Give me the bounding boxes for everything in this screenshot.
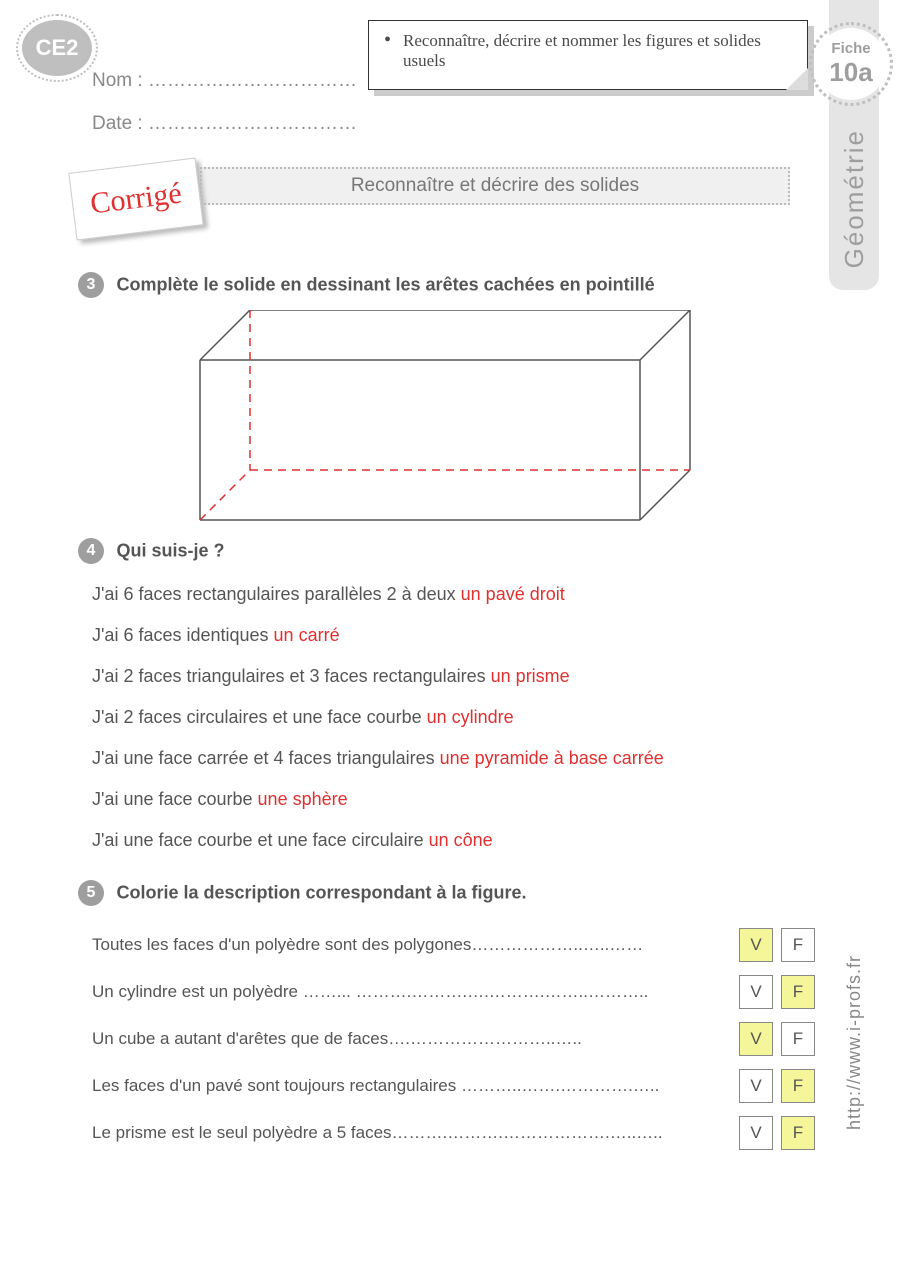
corrige-tag: Corrigé [68,157,203,240]
riddle-question: J'ai 2 faces triangulaires et 3 faces re… [92,666,491,686]
box-corner-fold [786,68,808,90]
subject-label: Géométrie [839,129,870,268]
vf-false-box: F [781,975,815,1009]
question-title: Colorie la description correspondant à l… [116,883,526,903]
riddle-question: J'ai 6 faces identiques [92,625,274,645]
vf-true-box: V [739,1069,773,1103]
riddle-question: J'ai une face courbe et une face circula… [92,830,429,850]
riddle-answer: un carré [274,625,340,645]
vf-row: Un cube a autant d'arêtes que de faces….… [92,1022,815,1056]
question-3-header: 3 Complète le solide en dessinant les ar… [78,272,865,298]
riddle-answer: une pyramide à base carrée [440,748,664,768]
vf-statement: Un cube a autant d'arêtes que de faces….… [92,1029,729,1049]
riddle-item: J'ai une face carrée et 4 faces triangul… [92,738,664,779]
vf-boxes: VF [739,1116,815,1150]
vf-false-box: F [781,928,815,962]
date-field: Date : …………………………… [92,113,357,135]
name-field: Nom : …………………………… [92,70,357,92]
vf-statement: Toutes les faces d'un polyèdre sont des … [92,935,729,955]
riddle-list: J'ai 6 faces rectangulaires parallèles 2… [92,574,664,861]
riddle-question: J'ai une face courbe [92,789,258,809]
riddle-question: J'ai une face carrée et 4 faces triangul… [92,748,440,768]
question-title: Complète le solide en dessinant les arêt… [116,275,654,295]
riddle-answer: un pavé droit [461,584,565,604]
grade-badge: CE2 [22,20,92,76]
fiche-number: 10a [829,57,872,88]
fiche-label: Fiche [831,40,870,57]
riddle-item: J'ai 2 faces circulaires et une face cou… [92,697,664,738]
vf-row: Le prisme est le seul polyèdre a 5 faces… [92,1116,815,1150]
objective-box: Reconnaître, décrire et nommer les figur… [368,20,808,90]
riddle-item: J'ai une face courbe et une face circula… [92,820,664,861]
vf-boxes: VF [739,1022,815,1056]
vf-statement: Le prisme est le seul polyèdre a 5 faces… [92,1123,729,1143]
riddle-question: J'ai 2 faces circulaires et une face cou… [92,707,427,727]
vf-boxes: VF [739,928,815,962]
vf-statement: Un cylindre est un polyèdre ……... ……….……… [92,982,729,1002]
vf-true-box: V [739,1116,773,1150]
riddle-answer: un cylindre [427,707,514,727]
cuboid-diagram [190,310,710,530]
riddle-item: J'ai une face courbe une sphère [92,779,664,820]
riddle-answer: un cône [429,830,493,850]
objective-text: Reconnaître, décrire et nommer les figur… [403,31,761,70]
worksheet-title: Reconnaître et décrire des solides [200,167,790,205]
vf-false-box: F [781,1022,815,1056]
question-4-header: 4 Qui suis-je ? [78,538,865,564]
vf-true-box: V [739,928,773,962]
vf-false-box: F [781,1116,815,1150]
vf-boxes: VF [739,975,815,1009]
vf-row: Toutes les faces d'un polyèdre sont des … [92,928,815,962]
question-title: Qui suis-je ? [116,541,224,561]
question-number: 4 [78,538,104,564]
question-5-header: 5 Colorie la description correspondant à… [78,880,865,906]
vf-boxes: VF [739,1069,815,1103]
vf-true-box: V [739,975,773,1009]
vf-statement: Les faces d'un pavé sont toujours rectan… [92,1076,729,1096]
question-number: 5 [78,880,104,906]
vf-false-box: F [781,1069,815,1103]
riddle-item: J'ai 2 faces triangulaires et 3 faces re… [92,656,664,697]
true-false-block: Toutes les faces d'un polyèdre sont des … [92,928,815,1163]
riddle-item: J'ai 6 faces rectangulaires parallèles 2… [92,574,664,615]
riddle-answer: une sphère [258,789,348,809]
vf-row: Les faces d'un pavé sont toujours rectan… [92,1069,815,1103]
vf-true-box: V [739,1022,773,1056]
vf-row: Un cylindre est un polyèdre ……... ……….……… [92,975,815,1009]
riddle-item: J'ai 6 faces identiques un carré [92,615,664,656]
riddle-answer: un prisme [491,666,570,686]
question-number: 3 [78,272,104,298]
fiche-badge: Fiche 10a [815,28,887,100]
source-url: http://www.i-profs.fr [844,955,865,1130]
riddle-question: J'ai 6 faces rectangulaires parallèles 2… [92,584,461,604]
